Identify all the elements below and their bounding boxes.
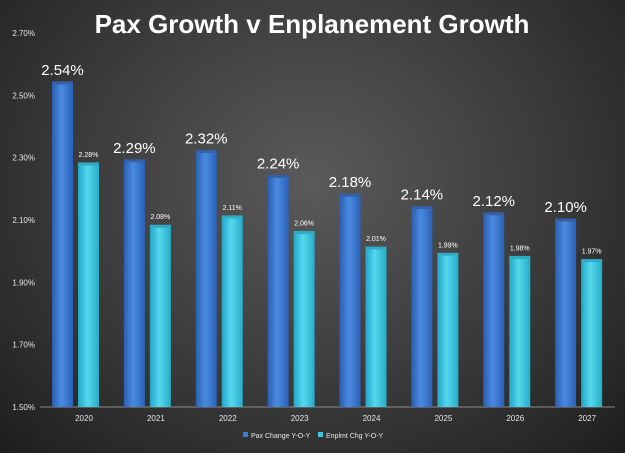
- data-label-enplmt: 2.28%: [79, 152, 99, 159]
- x-tick-label: 2023: [291, 414, 309, 423]
- bar-top-cap: [52, 81, 73, 85]
- x-tick-label: 2020: [75, 414, 93, 423]
- data-label-pax: 2.10%: [544, 199, 587, 216]
- data-labels-group: 2.54% 2.29% 2.32% 2.24% 2.18% 2.14% 2.12% 2.10%…: [41, 62, 601, 256]
- data-label-pax: 2.29%: [113, 140, 156, 157]
- bar-pax-change: [195, 151, 217, 407]
- data-label-pax: 2.32%: [185, 130, 228, 147]
- y-tick-label: 2.70%: [12, 29, 35, 38]
- y-tick-label: 2.50%: [12, 91, 35, 100]
- x-tick-label: 2027: [578, 414, 596, 423]
- bar-top-cap: [365, 246, 387, 250]
- bar-top-cap: [267, 174, 289, 178]
- data-label-enplmt: 1.99%: [438, 242, 458, 249]
- bar-enplmt-change: [221, 216, 243, 407]
- data-label-pax: 2.54%: [41, 62, 84, 79]
- data-label-enplmt: 2.01%: [366, 236, 386, 243]
- x-tick-label: 2024: [363, 414, 381, 423]
- y-axis: 1.50% 1.70% 1.90% 2.10% 2.30% 2.50% 2.70%: [12, 29, 35, 412]
- y-tick-label: 1.90%: [12, 278, 35, 287]
- x-tick-label: 2021: [147, 414, 165, 423]
- legend-swatch: [243, 432, 248, 437]
- data-label-pax: 2.24%: [257, 155, 300, 172]
- x-tick-label: 2025: [434, 414, 452, 423]
- bar-pax-change: [123, 160, 145, 407]
- legend-label: Pax Change Y-O-Y: [251, 433, 310, 440]
- data-label-enplmt: 2.11%: [223, 205, 242, 212]
- bar-top-cap: [221, 215, 243, 219]
- bar-enplmt-change: [437, 254, 459, 407]
- bar-enplmt-change: [78, 163, 99, 407]
- bar-pax-change: [267, 176, 289, 407]
- data-label-pax: 2.12%: [472, 193, 515, 210]
- bar-top-cap: [555, 218, 577, 222]
- data-label-pax: 2.18%: [329, 174, 372, 191]
- data-label-enplmt: 1.97%: [582, 249, 602, 256]
- x-axis: 2020 2021 2022 2023 2024 2025 2026 2027: [40, 406, 615, 423]
- bar-top-cap: [339, 193, 361, 197]
- x-tick-label: 2022: [219, 414, 237, 423]
- bar-top-cap: [78, 162, 99, 166]
- y-tick-label: 1.70%: [12, 341, 35, 350]
- bar-top-cap: [123, 159, 145, 163]
- bar-top-cap: [437, 252, 459, 256]
- bar-enplmt-change: [581, 260, 603, 407]
- bar-pax-change: [555, 220, 577, 407]
- bar-top-cap: [483, 212, 505, 216]
- y-tick-label: 2.10%: [12, 216, 35, 225]
- data-label-enplmt: 2.06%: [294, 220, 314, 227]
- legend-swatch: [318, 432, 323, 437]
- x-tick-label: 2026: [506, 414, 524, 423]
- data-label-pax: 2.14%: [401, 187, 444, 204]
- y-tick-label: 2.30%: [12, 154, 35, 163]
- data-label-enplmt: 1.98%: [510, 245, 530, 252]
- bar-enplmt-change: [293, 232, 315, 407]
- bar-top-cap: [195, 149, 217, 153]
- bars-group: [52, 81, 603, 407]
- bar-top-cap: [581, 259, 603, 263]
- legend-label: Enplmt Chg Y-O-Y: [326, 433, 384, 440]
- bar-pax-change: [411, 207, 433, 407]
- bar-top-cap: [509, 255, 531, 259]
- bar-top-cap: [149, 224, 171, 228]
- bar-pax-change: [52, 82, 73, 407]
- chart-title: Pax Growth v Enplanement Growth: [95, 9, 530, 39]
- bar-top-cap: [411, 206, 433, 210]
- y-tick-label: 1.50%: [12, 403, 35, 412]
- bar-enplmt-change: [365, 248, 387, 407]
- bar-pax-change: [483, 213, 505, 407]
- bar-top-cap: [293, 230, 315, 234]
- bar-pax-change: [339, 195, 361, 407]
- bar-enplmt-change: [149, 226, 171, 407]
- legend: Pax Change Y-O-Y Enplmt Chg Y-O-Y: [243, 432, 384, 440]
- bar-enplmt-change: [509, 257, 531, 407]
- data-label-enplmt: 2.08%: [150, 214, 170, 221]
